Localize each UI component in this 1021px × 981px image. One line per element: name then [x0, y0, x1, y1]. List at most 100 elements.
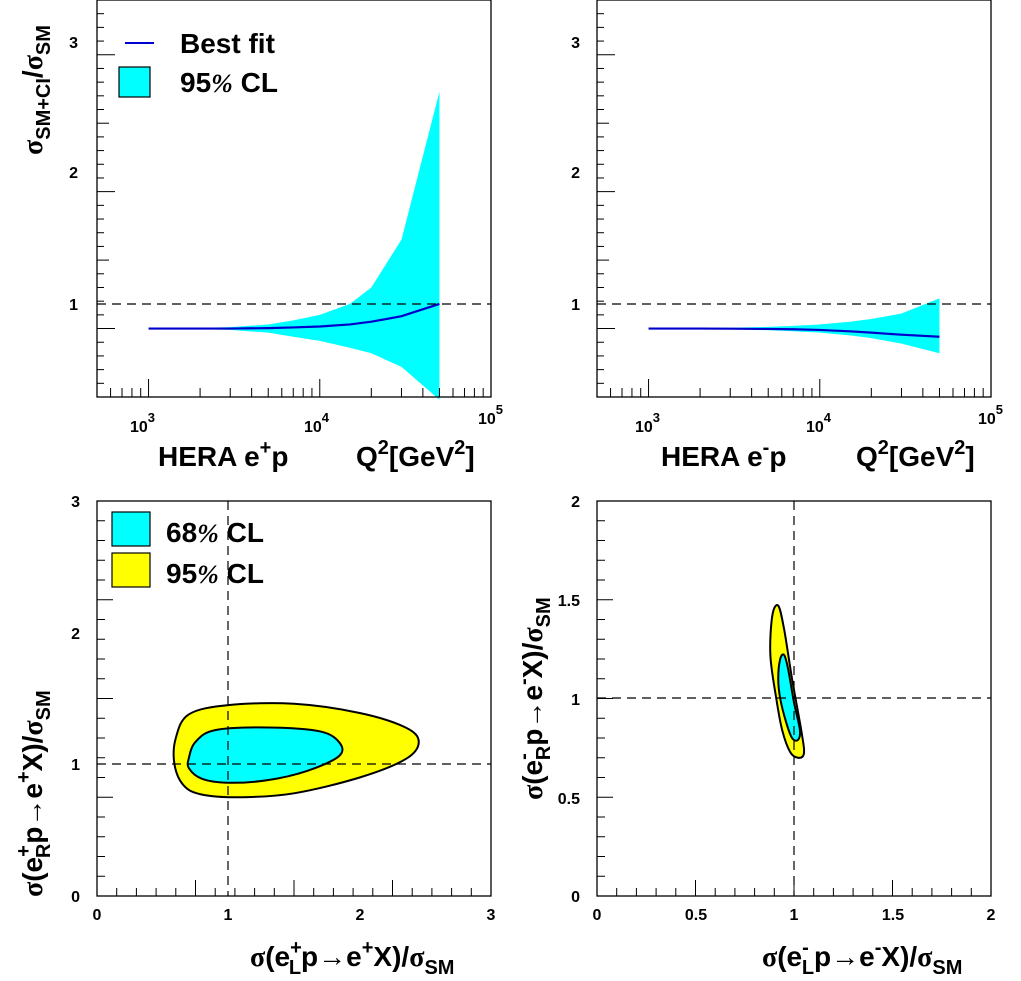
p4-ylabel-rest: p→e	[517, 685, 548, 746]
p3-ylabel-sigma2: σ	[18, 720, 49, 736]
p4-cl68-contour	[777, 653, 802, 742]
p4-ylabel: σ(e-Rp→e-X)/σSM	[513, 597, 555, 800]
p1-best-fit-line	[148, 302, 440, 330]
panel-top-left: 1 2 3 103 104 105 HERA e+p Q2[GeV2] σSM+…	[17, 0, 503, 472]
p2-xlabel-sup: -	[763, 437, 770, 459]
p2-xlabel-p: p	[769, 441, 786, 472]
p4-xlabel-sub: L	[802, 957, 814, 979]
p4-ylabel-sub2: SM	[533, 597, 555, 627]
p3-xtick-0: 0	[93, 907, 102, 924]
p3-frame	[96, 500, 492, 897]
legend-cl68-pct: %	[197, 519, 219, 548]
p1-ylabel-sub: SM+CI	[33, 78, 55, 140]
p2-xlabel: HERA e-p	[661, 437, 786, 472]
p1-xtick-1e4: 104	[304, 410, 330, 436]
p3-ytick-1: 1	[71, 757, 80, 774]
legend-cl95-swatch	[111, 552, 151, 588]
p1-ytick-1: 1	[69, 297, 78, 314]
legend-cl95-label: 95% CL	[166, 558, 264, 589]
p1-legend: Best fit 95% CL	[118, 28, 278, 98]
p4-plot-area	[769, 604, 806, 759]
p4-ticks	[596, 500, 992, 897]
p4-ylabel-sigma2: σ	[518, 627, 549, 643]
p3-xlabel-sup: +	[290, 937, 302, 959]
p4-xlabel-sigma2: σ	[917, 942, 933, 973]
p1-xlabel-unit: [GeV	[389, 441, 455, 472]
p3-xlabel-sigma2: σ	[409, 942, 425, 973]
p1-ylabel-sigma: σ	[18, 139, 49, 155]
p4-ytick-0: 0	[571, 889, 580, 906]
p4-ylabel-close: X)/	[517, 642, 548, 678]
p4-ytick-15: 1.5	[558, 593, 580, 610]
p2-xtick-1e3: 103	[635, 410, 660, 436]
p1-frame	[96, 0, 492, 398]
p3-ylabel: σ(e+Rp→e+X)/σSM	[13, 690, 55, 897]
p4-ylabel-open: (e	[517, 760, 548, 785]
p4-ylabel-sigma: σ	[518, 784, 549, 800]
p3-xtick-1: 1	[224, 907, 233, 924]
panel-top-right: 1 2 3 103 104 105 HERA e-p Q2[GeV2]	[571, 0, 1003, 472]
p2-xlabel-unit-sup: 2	[954, 437, 965, 459]
p3-xlabel-sigma: σ	[250, 942, 266, 973]
p1-xtick-1e3: 103	[130, 410, 155, 436]
p2-ytick-3: 3	[571, 35, 580, 52]
legend-band-num: 95	[180, 67, 211, 98]
p3-cl68-contour	[186, 726, 344, 784]
p1-ytick-3: 3	[69, 35, 78, 52]
p2-ytick-1: 1	[571, 297, 580, 314]
p2-xlabel-unit: [GeV	[889, 441, 955, 472]
p3-xlabel-open: (e	[265, 941, 290, 972]
p4-xlabel-open: (e	[777, 941, 802, 972]
p3-xlabel-sup2: +	[362, 937, 374, 959]
p4-xtick-0: 0	[593, 907, 602, 924]
p3-ytick-0: 0	[71, 889, 80, 906]
p1-ticks	[96, 0, 492, 397]
p4-xlabel-sup2: -	[875, 937, 882, 959]
legend-cl68-num: 68	[166, 517, 197, 548]
p1-xlabel-q: Q2[GeV2]	[356, 437, 475, 472]
p4-xlabel-rest: p→e	[814, 941, 875, 972]
legend-band-cl: CL	[233, 67, 278, 98]
p3-xlabel-close: X)/	[373, 941, 409, 972]
legend-cl95-pct: %	[197, 560, 219, 589]
p2-xtick-1e4-base: 10	[806, 419, 824, 436]
p3-xlabel-sub2: SM	[424, 957, 454, 979]
p1-ylabel: σSM+CI/σSM	[17, 25, 55, 155]
p3-ylabel-sub2: SM	[33, 690, 55, 720]
p1-xlabel-sup: +	[260, 437, 272, 459]
p1-xlabel-q-letter: Q	[356, 441, 378, 472]
p1-xlabel-unit-close: ]	[465, 441, 474, 472]
p3-legend: 68% CL 95% CL	[111, 511, 264, 589]
p1-ylabel-sub2: SM	[33, 25, 55, 55]
p3-ticks	[96, 500, 492, 897]
legend-band-pct: %	[211, 69, 233, 98]
p4-xlabel-sigma: σ	[762, 942, 778, 973]
p3-ylabel-sigma: σ	[18, 881, 49, 897]
legend-cl95-cl: CL	[219, 558, 264, 589]
p1-xtick-1e3-exp: 3	[148, 410, 155, 425]
p4-xlabel-close: X)/	[881, 941, 917, 972]
p3-xlabel-rest: p→e	[301, 941, 362, 972]
p3-ylabel-sup: +	[13, 845, 35, 857]
p2-xtick-1e5-exp: 5	[996, 402, 1003, 417]
p4-ylabel-sup2: -	[513, 678, 535, 685]
p1-xtick-1e5: 105	[478, 402, 503, 428]
p4-ytick-05: 0.5	[558, 791, 580, 808]
p2-frame	[596, 0, 992, 398]
legend-cl95-num: 95	[166, 558, 197, 589]
p2-xtick-1e3-base: 10	[635, 419, 653, 436]
legend-band-swatch	[118, 66, 151, 98]
p4-xtick-2: 2	[987, 907, 996, 924]
p4-ylabel-sup: -	[513, 753, 535, 760]
p3-ylabel-sup2: +	[13, 771, 35, 783]
p2-xlabel-q-letter: Q	[856, 441, 878, 472]
p2-plot-area	[648, 298, 940, 354]
p1-ylabel-sigma2: σ	[18, 54, 49, 70]
p2-xtick-1e5: 105	[978, 402, 1003, 428]
p2-xlabel-q-sup: 2	[878, 437, 889, 459]
p1-xlabel-unit-sup: 2	[454, 437, 465, 459]
p4-ytick-1: 1	[571, 692, 580, 709]
p2-xlabel-q: Q2[GeV2]	[856, 437, 975, 472]
panel-bottom-right: 0 0.5 1 1.5 2 0 0.5 1 1.5 2 σ(e-Lp→e-X)/…	[513, 494, 996, 979]
